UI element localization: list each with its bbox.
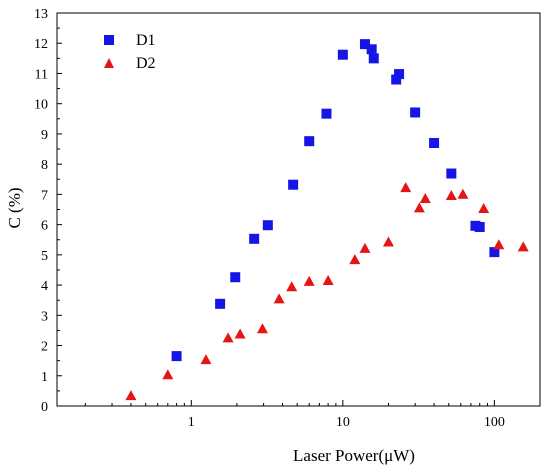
y-tick-label: 12 bbox=[34, 37, 48, 52]
d2-point bbox=[493, 239, 505, 250]
d1-point bbox=[489, 247, 500, 258]
d2-point bbox=[256, 323, 268, 334]
d1-point bbox=[394, 69, 405, 80]
d2-point bbox=[517, 241, 529, 252]
d2-point bbox=[457, 188, 469, 199]
d1-point bbox=[429, 137, 440, 148]
d1-point bbox=[215, 298, 226, 309]
y-tick-label: 0 bbox=[41, 400, 48, 415]
y-tick-label: 11 bbox=[35, 67, 48, 82]
x-tick-label: 10 bbox=[336, 415, 350, 430]
d1-point bbox=[304, 136, 315, 147]
legend-marker-d2 bbox=[104, 58, 114, 68]
d2-point bbox=[322, 274, 334, 285]
d2-point bbox=[400, 182, 412, 193]
d2-point bbox=[413, 202, 425, 213]
y-tick-label: 13 bbox=[34, 7, 48, 22]
x-axis-title: Laser Power(μW) bbox=[293, 446, 415, 465]
d1-point bbox=[410, 107, 421, 118]
plot-frame bbox=[56, 12, 541, 407]
legend-label-d1: D1 bbox=[136, 32, 156, 49]
d1-point bbox=[337, 49, 348, 60]
legend-label-d2: D2 bbox=[136, 55, 156, 72]
d2-point bbox=[382, 236, 394, 247]
y-tick-label: 2 bbox=[41, 340, 48, 355]
y-tick-label: 7 bbox=[41, 188, 48, 203]
d2-point bbox=[273, 293, 285, 304]
y-tick-label: 10 bbox=[34, 98, 48, 113]
legend-marker-d1 bbox=[104, 35, 114, 45]
x-axis-ticks: 1 10 100 bbox=[84, 400, 541, 430]
d1-point bbox=[230, 272, 241, 283]
y-axis-title: C (%) bbox=[5, 187, 24, 228]
d2-point bbox=[445, 189, 457, 200]
d2-point bbox=[162, 369, 174, 380]
d1-point bbox=[288, 179, 299, 190]
d1-point bbox=[262, 220, 273, 231]
d1-point bbox=[391, 74, 402, 85]
d2-point bbox=[234, 328, 246, 339]
x-tick-label: 100 bbox=[484, 415, 505, 430]
d2-point bbox=[125, 390, 137, 401]
y-tick-label: 6 bbox=[41, 219, 48, 234]
d2-point bbox=[222, 332, 234, 343]
d1-point bbox=[321, 108, 332, 119]
d2-point bbox=[349, 254, 361, 265]
d1-point bbox=[368, 53, 379, 64]
y-tick-label: 5 bbox=[41, 249, 48, 264]
y-tick-label: 9 bbox=[41, 128, 48, 143]
d2-point bbox=[359, 242, 371, 253]
d1-point bbox=[171, 351, 182, 362]
d1-point bbox=[249, 233, 260, 244]
data-points bbox=[125, 39, 529, 401]
d2-point bbox=[303, 275, 315, 286]
d2-point bbox=[419, 193, 431, 204]
y-tick-label: 4 bbox=[41, 279, 48, 294]
legend: D1 D2 bbox=[104, 32, 156, 72]
d1-point bbox=[359, 39, 370, 50]
d1-point bbox=[446, 168, 457, 179]
d2-point bbox=[286, 281, 298, 292]
y-tick-label: 3 bbox=[41, 309, 48, 324]
d1-point bbox=[474, 222, 485, 233]
d2-point bbox=[478, 202, 490, 213]
y-tick-label: 1 bbox=[41, 370, 48, 385]
d2-point bbox=[200, 354, 212, 365]
y-tick-label: 8 bbox=[41, 158, 48, 173]
d1-point bbox=[366, 44, 377, 55]
x-tick-label: 1 bbox=[188, 415, 195, 430]
